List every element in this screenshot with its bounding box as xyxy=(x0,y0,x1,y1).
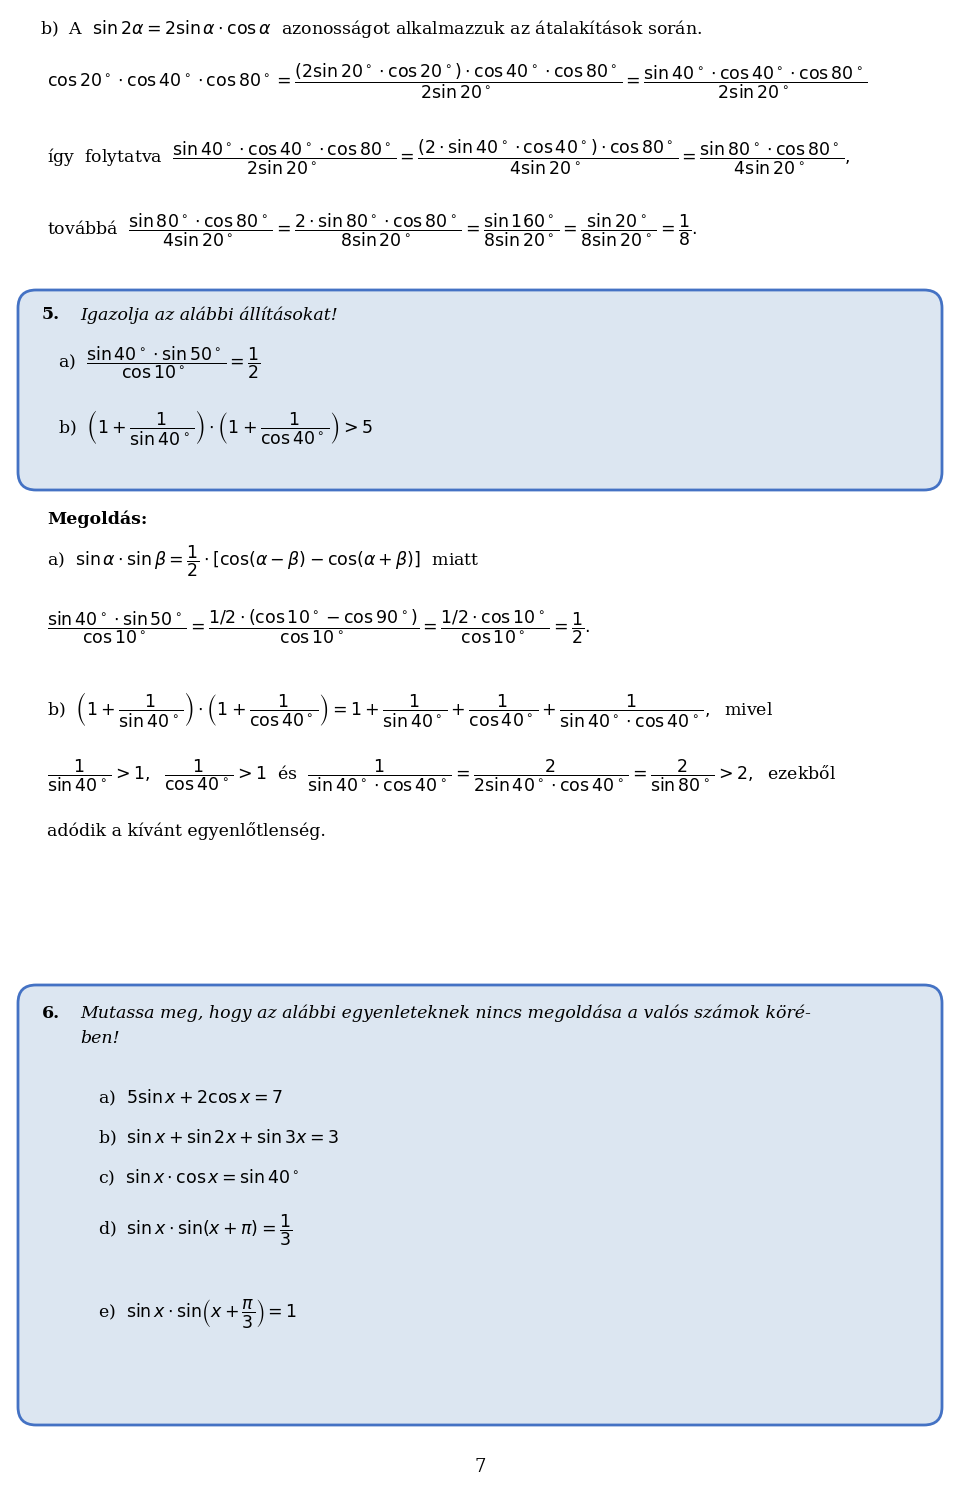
Text: $\dfrac{\sin 40^\circ \cdot \sin 50^\circ}{\cos 10^\circ} = \dfrac{1/2 \cdot \le: $\dfrac{\sin 40^\circ \cdot \sin 50^\cir… xyxy=(47,607,590,646)
Text: Igazolja az alábbi állításokat!: Igazolja az alábbi állításokat! xyxy=(80,306,338,324)
Text: adódik a kívánt egyenlőtlenség.: adódik a kívánt egyenlőtlenség. xyxy=(47,823,325,841)
Text: 7: 7 xyxy=(474,1458,486,1476)
Text: 5.: 5. xyxy=(42,306,60,324)
Text: a)  $5\sin x + 2\cos x = 7$: a) $5\sin x + 2\cos x = 7$ xyxy=(98,1089,283,1108)
Text: b)  A  $\sin 2\alpha = 2\sin\alpha \cdot \cos\alpha$  azonosságot alkalmazzuk az: b) A $\sin 2\alpha = 2\sin\alpha \cdot \… xyxy=(40,18,703,40)
Text: továbbá  $\dfrac{\sin 80^\circ \cdot \cos 80^\circ}{4\sin 20^\circ} = \dfrac{2 \: továbbá $\dfrac{\sin 80^\circ \cdot \cos… xyxy=(47,212,697,249)
Text: a)  $\dfrac{\sin 40^\circ \cdot \sin 50^\circ}{\cos 10^\circ} = \dfrac{1}{2}$: a) $\dfrac{\sin 40^\circ \cdot \sin 50^\… xyxy=(58,345,261,382)
FancyBboxPatch shape xyxy=(18,290,942,490)
Text: így  folytatva  $\dfrac{\sin 40^\circ \cdot \cos 40^\circ \cdot \cos 80^\circ}{2: így folytatva $\dfrac{\sin 40^\circ \cdo… xyxy=(47,138,851,177)
Text: a)  $\sin\alpha \cdot \sin\beta = \dfrac{1}{2} \cdot \left[\cos(\alpha - \beta) : a) $\sin\alpha \cdot \sin\beta = \dfrac{… xyxy=(47,544,480,579)
Text: b)  $\left(1 + \dfrac{1}{\sin 40^\circ}\right) \cdot \left(1 + \dfrac{1}{\cos 40: b) $\left(1 + \dfrac{1}{\sin 40^\circ}\r… xyxy=(47,691,773,729)
Text: e)  $\sin x \cdot \sin\!\left(x + \dfrac{\pi}{3}\right) = 1$: e) $\sin x \cdot \sin\!\left(x + \dfrac{… xyxy=(98,1296,298,1331)
Text: b)  $\left(1 + \dfrac{1}{\sin 40^\circ}\right) \cdot \left(1 + \dfrac{1}{\cos 40: b) $\left(1 + \dfrac{1}{\sin 40^\circ}\r… xyxy=(58,408,372,447)
Text: Megoldás:: Megoldás: xyxy=(47,509,148,527)
FancyBboxPatch shape xyxy=(18,985,942,1426)
Text: Mutassa meg, hogy az alábbi egyenleteknek nincs megoldása a valós számok köré-
b: Mutassa meg, hogy az alábbi egyenletekne… xyxy=(80,1005,811,1047)
Text: 6.: 6. xyxy=(42,1005,60,1022)
Text: b)  $\sin x + \sin 2x + \sin 3x = 3$: b) $\sin x + \sin 2x + \sin 3x = 3$ xyxy=(98,1129,339,1148)
Text: c)  $\sin x \cdot \cos x = \sin 40^\circ$: c) $\sin x \cdot \cos x = \sin 40^\circ$ xyxy=(98,1169,300,1188)
Text: d)  $\sin x \cdot \sin\!\left(x + \pi\right) = \dfrac{1}{3}$: d) $\sin x \cdot \sin\!\left(x + \pi\rig… xyxy=(98,1213,292,1249)
Text: $\cos 20^\circ \cdot \cos 40^\circ \cdot \cos 80^\circ = \dfrac{\left(2\sin 20^\: $\cos 20^\circ \cdot \cos 40^\circ \cdot… xyxy=(47,62,868,101)
Text: $\dfrac{1}{\sin 40^\circ} > 1,$  $\dfrac{1}{\cos 40^\circ} > 1$  és  $\dfrac{1}{: $\dfrac{1}{\sin 40^\circ} > 1,$ $\dfrac{… xyxy=(47,757,836,794)
